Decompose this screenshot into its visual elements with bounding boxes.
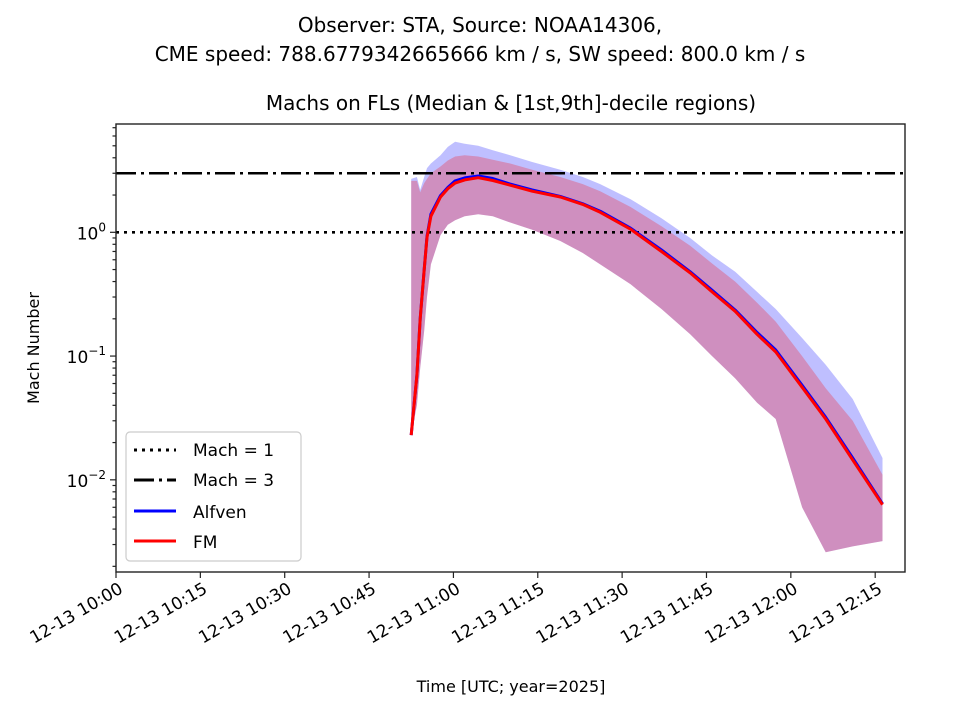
x-tick-label: 12-13 10:00 [27, 579, 127, 648]
x-tick-label: 12-13 12:00 [701, 579, 801, 648]
x-tick-label: 12-13 11:30 [533, 579, 633, 648]
y-axis-ticks: 10−2 10−1 100 [67, 127, 116, 567]
median-line-fm [409, 176, 884, 506]
y-tick-label: 10−1 [67, 344, 106, 368]
x-tick-label: 12-13 10:15 [111, 579, 211, 648]
x-tick-label: 12-13 11:45 [617, 579, 717, 648]
x-axis-label: Time [UTC; year=2025] [416, 677, 606, 696]
suptitle-line-1: Observer: STA, Source: NOAA14306, [298, 13, 662, 37]
legend-frame [125, 431, 302, 562]
y-axis-label: Mach Number [24, 292, 43, 404]
legend-alfven-label: Alfven [193, 503, 247, 523]
x-tick-label: 12-13 11:00 [364, 579, 464, 648]
legend-fm-label: FM [193, 533, 217, 553]
legend-mach1-label: Mach = 1 [193, 441, 274, 461]
band-fm [411, 155, 883, 553]
x-tick-label: 12-13 11:15 [448, 579, 548, 648]
x-tick-label: 12-13 12:15 [786, 579, 886, 648]
x-tick-label: 12-13 10:30 [195, 579, 295, 648]
axes-frame [115, 123, 906, 573]
x-tick-label: 12-13 10:45 [280, 579, 380, 648]
y-tick-label: 10−2 [67, 468, 106, 492]
legend-mach3-label: Mach = 3 [193, 471, 274, 491]
plot-area [116, 141, 905, 553]
axes-title: Machs on FLs (Median & [1st,9th]-decile … [266, 91, 756, 115]
legend: Mach = 1 Mach = 3 Alfven FM [125, 431, 302, 562]
suptitle-line-2: CME speed: 788.6779342665666 km / s, SW … [155, 42, 806, 66]
y-tick-label: 100 [77, 220, 106, 244]
